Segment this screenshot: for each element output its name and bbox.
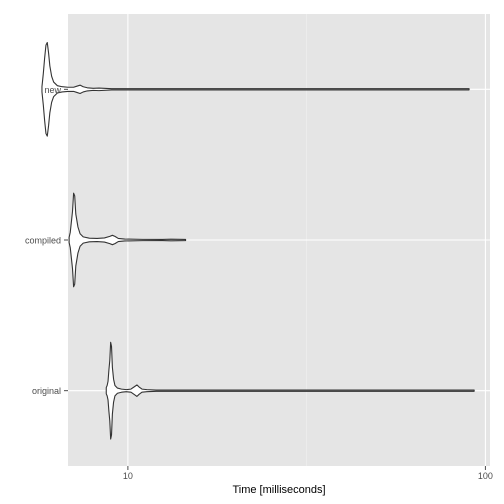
violin-compiled [68, 192, 187, 288]
y-tick-label: new [44, 85, 61, 95]
violin-original [105, 341, 475, 440]
violin-new [41, 41, 470, 137]
x-axis: 10 100 [123, 466, 493, 481]
violins [41, 41, 475, 440]
y-tick-label: compiled [25, 236, 61, 246]
x-tick-label: 10 [123, 471, 133, 481]
x-axis-title: Time [milliseconds] [232, 484, 325, 496]
x-tick-label: 100 [478, 471, 493, 481]
y-axis: original compiled new [25, 85, 68, 396]
y-tick-label: original [32, 386, 61, 396]
